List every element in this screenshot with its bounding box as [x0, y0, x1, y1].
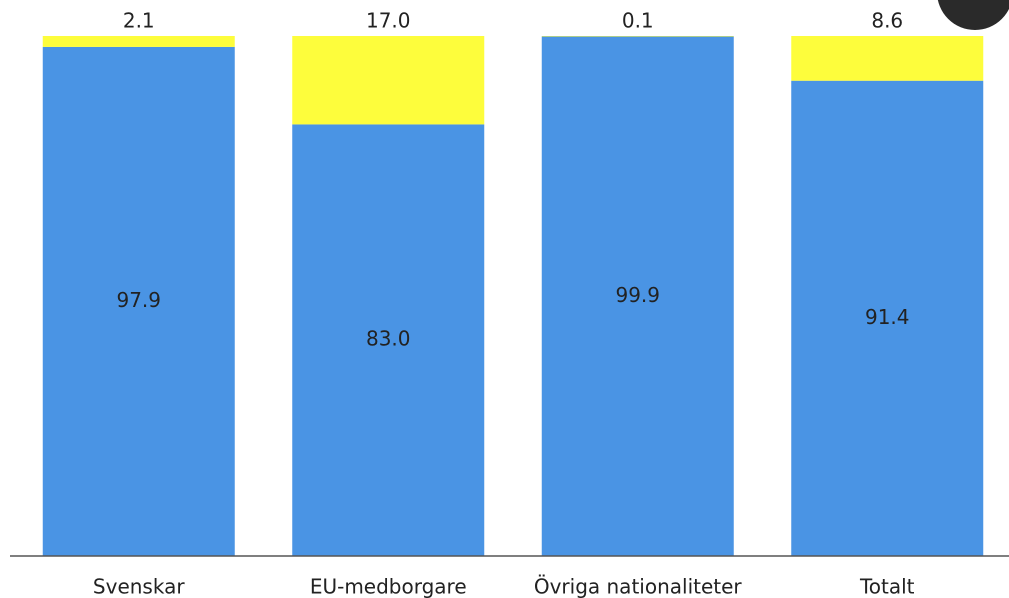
bar-segment [791, 80, 984, 556]
bar-segment [292, 36, 485, 125]
value-label: 97.9 [116, 288, 161, 312]
x-tick-label: Svenskar [93, 575, 185, 598]
value-label: 0.1 [622, 9, 654, 33]
value-label: 8.6 [871, 9, 903, 33]
corner-mark [937, 0, 1009, 30]
x-tick-label: EU-medborgare [310, 575, 467, 598]
bar-segment [42, 36, 235, 47]
x-tick-label: Totalt [859, 575, 915, 598]
bar-segment [791, 36, 984, 81]
value-label: 99.9 [615, 283, 660, 307]
bar-segment [292, 124, 485, 557]
bar-segment [541, 36, 734, 556]
x-tick-label: Övriga nationaliteter [534, 575, 743, 598]
value-label: 83.0 [366, 327, 411, 351]
value-label: 17.0 [366, 9, 411, 33]
value-label: 2.1 [123, 9, 155, 33]
bar-segment [42, 46, 235, 557]
value-label: 91.4 [865, 305, 910, 329]
bar-segment [541, 36, 734, 37]
